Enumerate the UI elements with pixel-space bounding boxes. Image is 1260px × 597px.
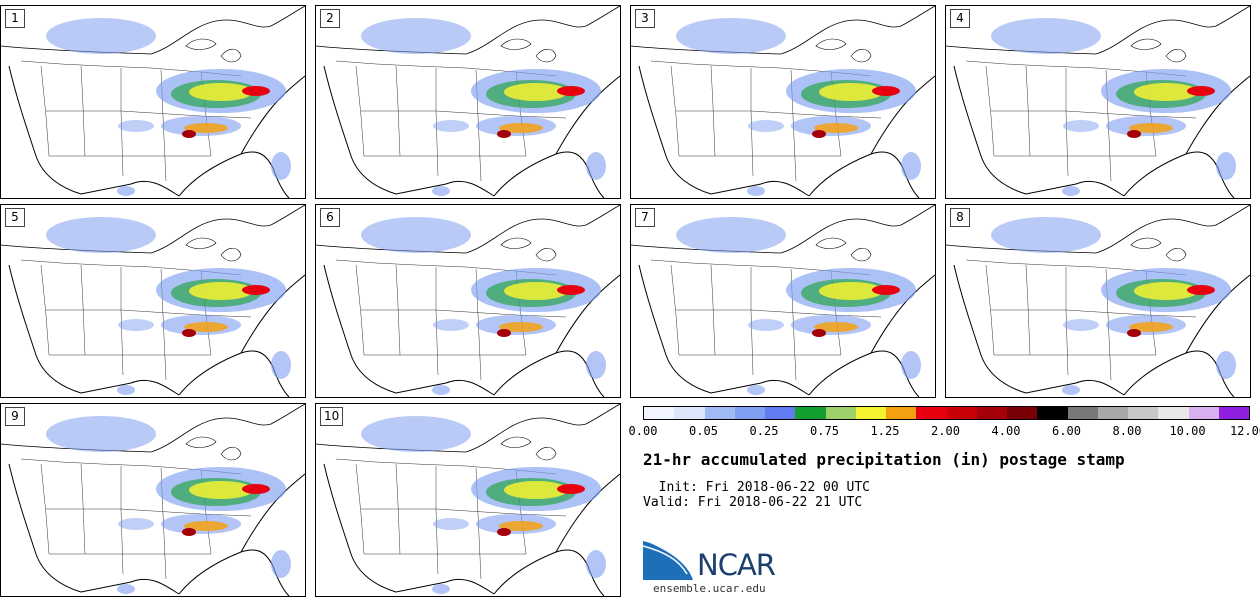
colorbar-tick-label: 6.00 xyxy=(1052,424,1081,438)
colorbar-cell xyxy=(674,407,705,419)
stamp-number: 9 xyxy=(5,407,25,426)
colorbar-cell xyxy=(1007,407,1038,419)
stamp-panel-7: 7 xyxy=(630,204,936,398)
colorbar-cell xyxy=(855,407,886,419)
stamp-panel-6: 6 xyxy=(315,204,621,398)
stamp-panel-4: 4 xyxy=(945,5,1251,199)
stamp-panel-3: 3 xyxy=(630,5,936,199)
colorbar-tick-label: 0.00 xyxy=(628,424,658,438)
colorbar-cell xyxy=(916,407,947,419)
precip-colorbar xyxy=(643,406,1250,420)
valid-time: Valid: Fri 2018-06-22 21 UTC xyxy=(643,495,863,510)
colorbar-tick-label: 0.25 xyxy=(749,424,779,438)
stamp-number: 1 xyxy=(5,9,25,28)
colorbar-tick-label: 1.25 xyxy=(870,424,900,438)
colorbar-cell xyxy=(734,407,765,419)
stamp-number: 6 xyxy=(320,208,340,227)
colorbar-cell xyxy=(1037,407,1068,419)
colorbar-cell xyxy=(704,407,735,419)
colorbar-cell xyxy=(976,407,1007,419)
stamp-number: 5 xyxy=(5,208,25,227)
stamp-panel-8: 8 xyxy=(945,204,1251,398)
colorbar-cell xyxy=(946,407,977,419)
colorbar-cell xyxy=(825,407,856,419)
stamp-panel-10: 10 xyxy=(315,403,621,597)
stamp-number: 10 xyxy=(320,407,344,426)
stamp-panel-1: 1 xyxy=(0,5,306,199)
stamp-panel-2: 2 xyxy=(315,5,621,199)
stamp-number: 2 xyxy=(320,9,340,28)
colorbar-cell xyxy=(795,407,826,419)
colorbar-tick-label: 8.00 xyxy=(1112,424,1142,438)
stamp-number: 3 xyxy=(635,9,655,28)
stamp-number: 8 xyxy=(950,208,970,227)
site-url: ensemble.ucar.edu xyxy=(653,582,766,595)
colorbar-cell xyxy=(1097,407,1128,419)
stamp-number: 4 xyxy=(950,9,970,28)
colorbar-tick-label: 0.75 xyxy=(810,424,839,438)
colorbar-tick-label: 2.00 xyxy=(931,424,960,438)
colorbar-cell xyxy=(1158,407,1189,419)
colorbar-cell xyxy=(1188,407,1219,419)
colorbar-tick-label: 4.00 xyxy=(991,424,1021,438)
stamp-panel-9: 9 xyxy=(0,403,306,597)
stamp-panel-5: 5 xyxy=(0,204,306,398)
colorbar-cell xyxy=(1128,407,1159,419)
plot-title: 21-hr accumulated precipitation (in) pos… xyxy=(643,450,1125,469)
stamp-number: 7 xyxy=(635,208,655,227)
colorbar-tick-label: 0.05 xyxy=(689,424,718,438)
colorbar-cell xyxy=(644,407,675,419)
colorbar-cell xyxy=(886,407,917,419)
colorbar-cell xyxy=(1067,407,1098,419)
colorbar-tick-label: 10.00 xyxy=(1169,424,1206,438)
colorbar-cell xyxy=(765,407,796,419)
ncar-logo-icon xyxy=(643,540,693,580)
colorbar-tick-label: 12.00 xyxy=(1229,424,1260,438)
colorbar-cell xyxy=(1218,407,1249,419)
init-time: Init: Fri 2018-06-22 00 UTC xyxy=(643,480,870,495)
ncar-logo-text: NCAR xyxy=(697,548,776,582)
